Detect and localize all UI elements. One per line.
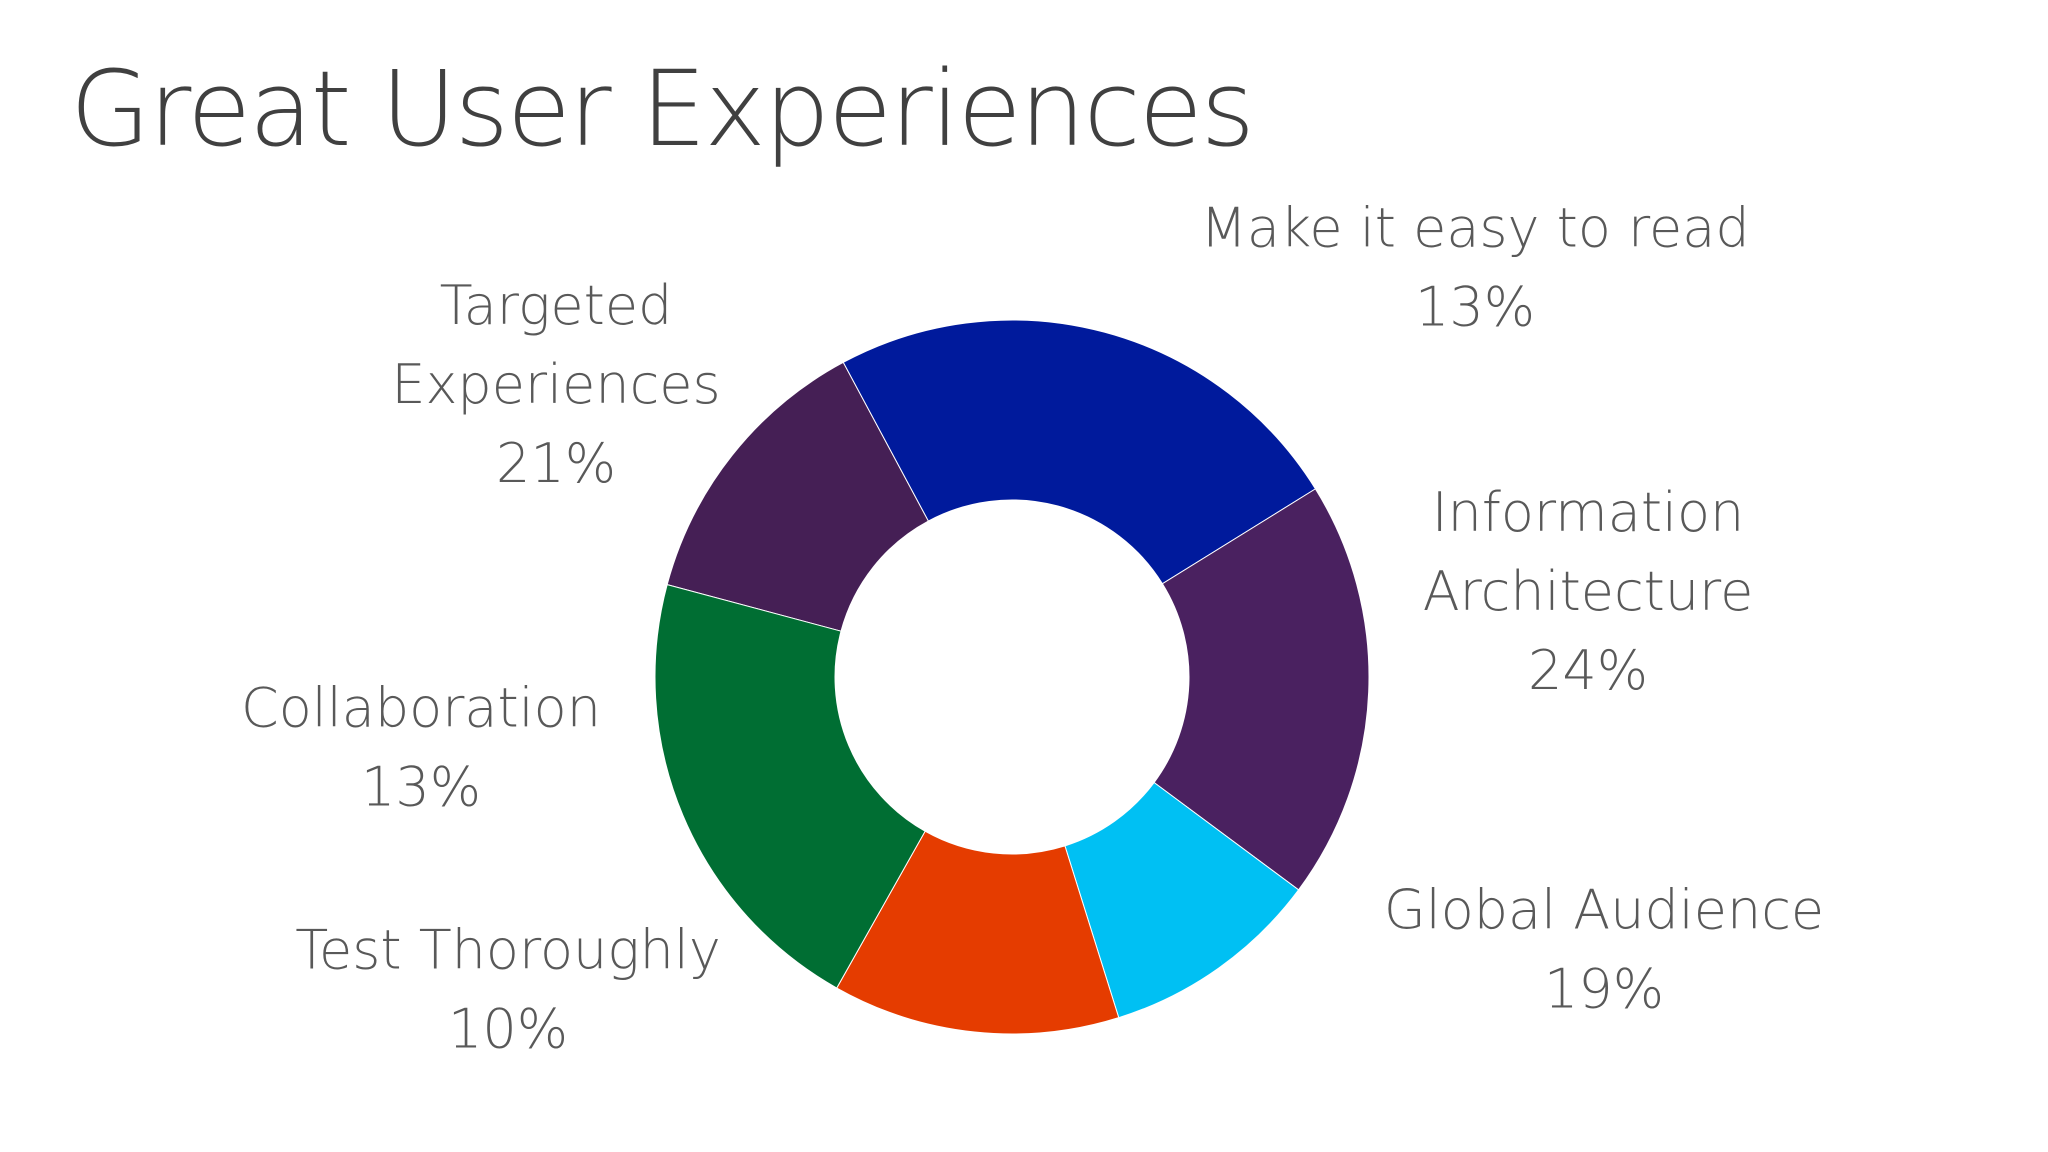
slice-value-label: 21% [496, 432, 616, 495]
labels-layer: Make it easy to read 13% Information Archit… [241, 197, 1824, 1061]
slice-value-label: 13% [1415, 276, 1535, 339]
slice-value-label: 24% [1528, 639, 1648, 702]
slice-value-label: 10% [448, 998, 568, 1061]
donut-slice-collaboration [836, 830, 1120, 1035]
slices-layer [654, 319, 1370, 1035]
slice-label-test-thoroughly: Test Thoroughly 10% [295, 919, 721, 1061]
slide-title: Great User Experiences [70, 48, 1255, 170]
slice-category-label: Experiences [391, 353, 720, 416]
slice-category-label: Architecture [1423, 560, 1754, 623]
slice-category-label: Information [1432, 481, 1745, 544]
slice-label-targeted-experiences: Targeted Experiences 21% [391, 274, 720, 495]
donut-slice-make-it-easy-to-read [666, 361, 930, 632]
slice-label-make-it-easy-to-read: Make it easy to read 13% [1200, 197, 1749, 339]
slice-category-label: Test Thoroughly [295, 919, 721, 982]
slice-category-label: Targeted [440, 274, 673, 337]
slice-category-label: Make it easy to read [1200, 197, 1749, 260]
donut-slice-targeted-experiences [654, 583, 926, 989]
donut-slice-information-architecture [842, 319, 1317, 585]
slice-label-global-audience: Global Audience 19% [1384, 879, 1824, 1021]
slice-value-label: 13% [361, 756, 481, 819]
slice-value-label: 19% [1544, 958, 1664, 1021]
slice-category-label: Collaboration [241, 677, 601, 740]
donut-slice-global-audience [1153, 488, 1370, 891]
slice-category-label: Global Audience [1384, 879, 1824, 942]
slice-label-collaboration: Collaboration 13% [241, 677, 601, 819]
slice-label-information-architecture: Information Architecture 24% [1423, 481, 1754, 702]
